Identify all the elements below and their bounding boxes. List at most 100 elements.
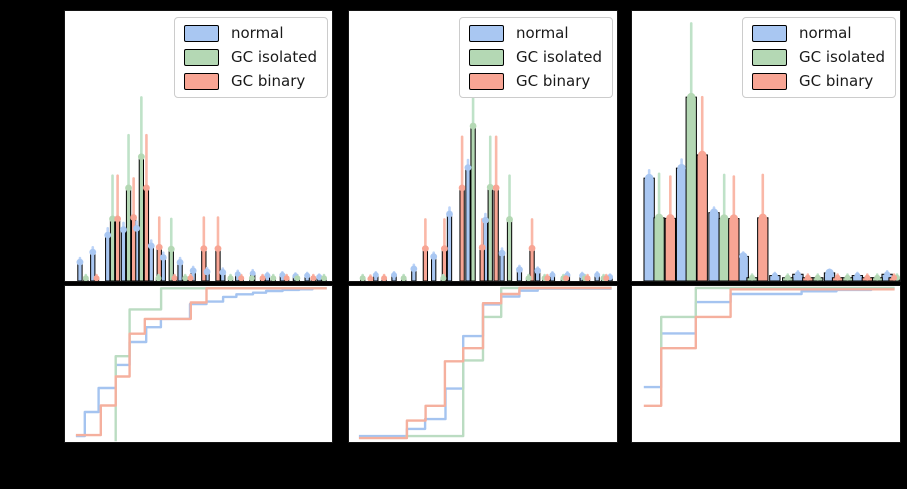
cdf-line-gc_binary xyxy=(75,287,327,437)
marker-gc_binary xyxy=(804,274,811,281)
hist-bar-gc_isolated xyxy=(470,125,476,281)
legend-label: GC isolated xyxy=(230,48,317,66)
marker-normal xyxy=(884,271,891,278)
hist-bar-gc_binary xyxy=(143,187,150,281)
cdf-line-gc_binary xyxy=(643,288,895,408)
cdf-line-gc_isolated xyxy=(405,286,612,438)
legend-item-gc_binary[interactable]: GC binary xyxy=(183,71,317,92)
hist-bar-gc_binary xyxy=(664,217,676,281)
marker-gc_isolated xyxy=(506,216,513,223)
legend-item-gc_binary[interactable]: GC binary xyxy=(468,71,602,92)
marker-gc_binary xyxy=(214,245,222,253)
marker-normal xyxy=(372,272,379,279)
marker-gc_isolated xyxy=(109,215,116,223)
legend-item-normal[interactable]: normal xyxy=(183,23,317,44)
marker-normal xyxy=(594,272,601,279)
hist-bar-gc_isolated xyxy=(109,218,116,281)
marker-normal xyxy=(159,254,167,261)
marker-gc_binary xyxy=(864,274,871,281)
marker-normal xyxy=(794,271,801,278)
marker-gc_binary xyxy=(544,275,551,281)
marker-gc_binary xyxy=(563,275,570,281)
hist-bar-gc_binary xyxy=(757,217,769,281)
marker-normal xyxy=(104,231,112,239)
marker-gc_binary xyxy=(381,275,388,281)
marker-gc_isolated xyxy=(874,274,881,281)
marker-gc_isolated xyxy=(270,275,277,281)
hist-bar-gc_isolated xyxy=(685,96,697,281)
marker-gc_isolated xyxy=(486,183,494,191)
marker-gc_isolated xyxy=(359,275,366,281)
legend-label: normal xyxy=(798,24,852,42)
marker-gc_binary xyxy=(729,214,739,223)
legend-label: normal xyxy=(230,24,284,42)
cdf-line-gc_isolated xyxy=(114,287,327,442)
hist-bar-gc_binary xyxy=(696,154,708,281)
marker-gc_binary xyxy=(259,275,266,281)
hist-bar-normal xyxy=(675,167,688,281)
marker-normal xyxy=(279,272,286,279)
marker-gc_isolated xyxy=(654,213,664,223)
hist-bar-gc_binary xyxy=(728,218,740,281)
marker-normal xyxy=(516,266,523,274)
marker-gc_isolated xyxy=(749,274,756,281)
marker-gc_binary xyxy=(171,275,178,281)
marker-gc_binary xyxy=(492,184,500,192)
marker-normal xyxy=(549,272,556,279)
legend-swatch-gc_binary xyxy=(183,73,219,90)
legend-item-normal[interactable]: normal xyxy=(751,23,885,44)
cdf-panel-2 xyxy=(348,285,618,443)
legend-item-normal[interactable]: normal xyxy=(468,23,602,44)
histogram-canvas-1 xyxy=(76,96,327,281)
marker-gc_binary xyxy=(143,184,150,192)
marker-gc_isolated xyxy=(844,274,851,281)
legend-item-gc_isolated[interactable]: GC isolated xyxy=(183,47,317,68)
marker-gc_isolated xyxy=(719,214,729,223)
marker-normal xyxy=(825,268,834,278)
legend-item-gc_binary[interactable]: GC binary xyxy=(751,71,885,92)
legend-label: GC isolated xyxy=(798,48,885,66)
cdf-canvas-3 xyxy=(643,286,895,408)
cdf-line-normal xyxy=(643,287,895,389)
marker-normal xyxy=(644,173,654,183)
marker-normal xyxy=(534,267,542,275)
hist-bar-normal xyxy=(431,256,437,281)
marker-gc_isolated xyxy=(320,275,327,281)
marker-normal xyxy=(677,163,686,173)
legend-item-gc_isolated[interactable]: GC isolated xyxy=(468,47,602,68)
marker-normal xyxy=(234,271,241,278)
marker-gc_isolated xyxy=(525,275,532,281)
marker-gc_isolated xyxy=(155,275,162,281)
marker-normal xyxy=(176,258,184,266)
hist-bar-gc_binary xyxy=(422,248,429,281)
hist-bar-normal xyxy=(446,213,453,281)
hist-bar-gc_binary xyxy=(114,218,121,281)
hist-bar-normal xyxy=(708,212,720,281)
marker-gc_isolated xyxy=(167,245,175,253)
marker-gc_binary xyxy=(421,245,429,253)
marker-gc_binary xyxy=(114,215,121,223)
marker-gc_binary xyxy=(310,275,317,281)
cdf-line-normal xyxy=(75,287,327,438)
legend-item-gc_isolated[interactable]: GC isolated xyxy=(751,47,885,68)
marker-normal xyxy=(854,272,861,279)
cdf-canvas-1 xyxy=(75,287,327,442)
marker-gc_isolated xyxy=(687,92,696,102)
legend-swatch-gc_binary xyxy=(468,73,504,90)
hist-bar-normal xyxy=(148,245,154,281)
marker-gc_isolated xyxy=(248,275,255,281)
marker-gc_binary xyxy=(367,275,374,281)
marker-normal xyxy=(304,272,311,279)
marker-gc_binary xyxy=(698,150,707,160)
marker-normal xyxy=(203,268,211,276)
marker-normal xyxy=(739,252,748,261)
hist-bar-gc_isolated xyxy=(138,156,144,281)
marker-normal xyxy=(498,249,506,257)
marker-normal xyxy=(391,272,398,279)
marker-normal xyxy=(446,210,453,218)
legend-swatch-gc_binary xyxy=(751,73,787,90)
marker-gc_isolated xyxy=(294,275,301,281)
legend-label: GC binary xyxy=(515,72,591,90)
